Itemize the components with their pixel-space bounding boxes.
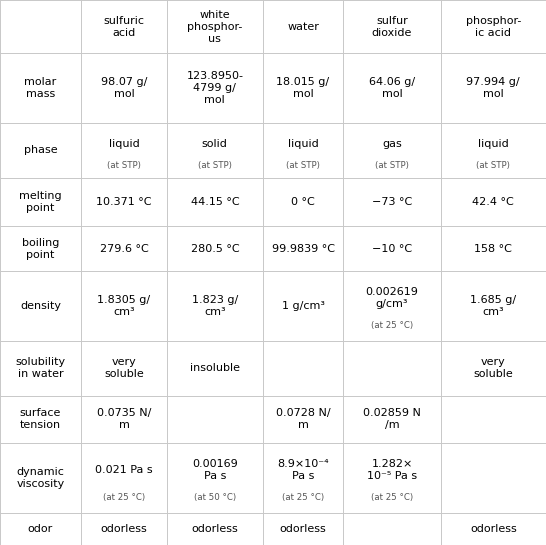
Text: phosphor-
ic acid: phosphor- ic acid: [466, 16, 521, 38]
Text: solid: solid: [202, 139, 228, 149]
Text: 1.282×
10⁻⁵ Pa s: 1.282× 10⁻⁵ Pa s: [367, 459, 417, 481]
Text: −73 °C: −73 °C: [372, 197, 412, 207]
Text: (at 25 °C): (at 25 °C): [371, 322, 413, 330]
Text: (at STP): (at STP): [107, 161, 141, 170]
Text: 0.0728 N/
m: 0.0728 N/ m: [276, 408, 330, 431]
Text: insoluble: insoluble: [190, 364, 240, 373]
Text: 0 °C: 0 °C: [291, 197, 315, 207]
Text: odorless: odorless: [192, 524, 238, 534]
Text: 280.5 °C: 280.5 °C: [191, 244, 239, 254]
Text: (at STP): (at STP): [375, 161, 409, 170]
Text: odorless: odorless: [470, 524, 517, 534]
Text: −10 °C: −10 °C: [372, 244, 412, 254]
Text: 1.823 g/
cm³: 1.823 g/ cm³: [192, 295, 238, 317]
Text: (at STP): (at STP): [198, 161, 232, 170]
Text: solubility
in water: solubility in water: [15, 358, 66, 379]
Text: 0.00169
Pa s: 0.00169 Pa s: [192, 459, 238, 481]
Text: 8.9×10⁻⁴
Pa s: 8.9×10⁻⁴ Pa s: [277, 459, 329, 481]
Text: 158 °C: 158 °C: [474, 244, 512, 254]
Text: 0.002619
g/cm³: 0.002619 g/cm³: [366, 287, 418, 309]
Text: 1.685 g/
cm³: 1.685 g/ cm³: [470, 295, 517, 317]
Text: dynamic
viscosity: dynamic viscosity: [16, 467, 64, 489]
Text: very
soluble: very soluble: [473, 358, 513, 379]
Text: 42.4 °C: 42.4 °C: [472, 197, 514, 207]
Text: sulfuric
acid: sulfuric acid: [103, 16, 145, 38]
Text: liquid: liquid: [478, 139, 509, 149]
Text: water: water: [287, 22, 319, 32]
Text: sulfur
dioxide: sulfur dioxide: [372, 16, 412, 38]
Text: liquid: liquid: [109, 139, 139, 149]
Text: melting
point: melting point: [19, 191, 62, 213]
Text: (at STP): (at STP): [286, 161, 320, 170]
Text: gas: gas: [382, 139, 402, 149]
Text: 0.0735 N/
m: 0.0735 N/ m: [97, 408, 151, 431]
Text: odorless: odorless: [100, 524, 147, 534]
Text: 0.021 Pa s: 0.021 Pa s: [95, 465, 153, 475]
Text: odorless: odorless: [280, 524, 327, 534]
Text: phase: phase: [23, 146, 57, 155]
Text: 279.6 °C: 279.6 °C: [99, 244, 149, 254]
Text: boiling
point: boiling point: [22, 238, 59, 260]
Text: 64.06 g/
mol: 64.06 g/ mol: [369, 77, 415, 99]
Text: (at STP): (at STP): [476, 161, 511, 170]
Text: (at 25 °C): (at 25 °C): [103, 493, 145, 502]
Text: white
phosphor-
us: white phosphor- us: [187, 10, 242, 44]
Text: 1 g/cm³: 1 g/cm³: [282, 301, 324, 311]
Text: surface
tension: surface tension: [20, 408, 61, 431]
Text: molar
mass: molar mass: [24, 77, 57, 99]
Text: 98.07 g/
mol: 98.07 g/ mol: [101, 77, 147, 99]
Text: 97.994 g/
mol: 97.994 g/ mol: [466, 77, 520, 99]
Text: (at 25 °C): (at 25 °C): [282, 493, 324, 502]
Text: liquid: liquid: [288, 139, 318, 149]
Text: 123.8950-
4799 g/
mol: 123.8950- 4799 g/ mol: [186, 71, 244, 105]
Text: 10.371 °C: 10.371 °C: [96, 197, 152, 207]
Text: (at 25 °C): (at 25 °C): [371, 493, 413, 502]
Text: (at 50 °C): (at 50 °C): [194, 493, 236, 502]
Text: density: density: [20, 301, 61, 311]
Text: 18.015 g/
mol: 18.015 g/ mol: [276, 77, 330, 99]
Text: 99.9839 °C: 99.9839 °C: [271, 244, 335, 254]
Text: odor: odor: [28, 524, 53, 534]
Text: 1.8305 g/
cm³: 1.8305 g/ cm³: [97, 295, 151, 317]
Text: 44.15 °C: 44.15 °C: [191, 197, 239, 207]
Text: very
soluble: very soluble: [104, 358, 144, 379]
Text: 0.02859 N
/m: 0.02859 N /m: [363, 408, 421, 431]
